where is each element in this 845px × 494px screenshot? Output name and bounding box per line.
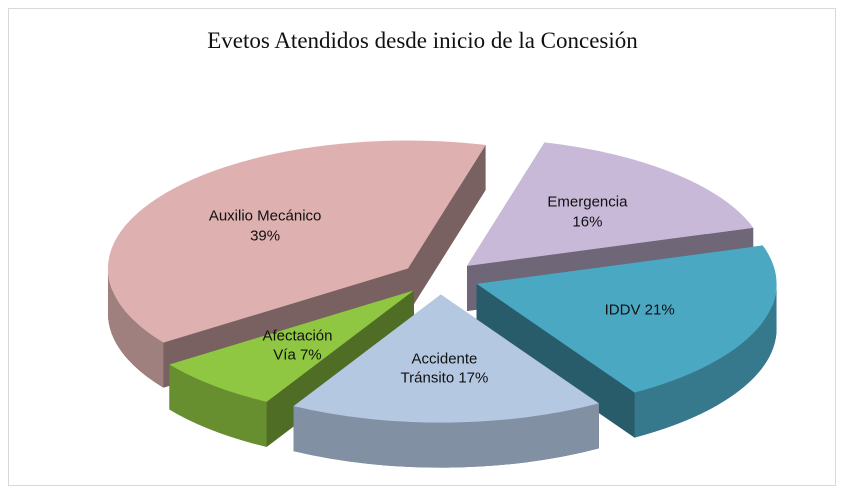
- category-label: Accidente Tránsito: [400, 350, 478, 387]
- slice-label: Emergencia 16%: [542, 193, 632, 232]
- slice-side: [107, 268, 164, 388]
- slice: [293, 294, 599, 468]
- chart-frame: [8, 8, 836, 486]
- slice-top: [107, 140, 486, 343]
- slice-top: [476, 245, 777, 393]
- value-label: 7%: [299, 346, 322, 364]
- category-label: IDDV: [604, 300, 641, 318]
- slice: [476, 245, 777, 438]
- category-label: Emergencia: [547, 193, 628, 211]
- slice-wall: [407, 144, 486, 314]
- value-label: 39%: [250, 227, 281, 245]
- value-label: 16%: [572, 213, 603, 231]
- slice-side: [293, 403, 599, 468]
- slice-wall: [476, 283, 635, 438]
- slice-top: [466, 142, 754, 266]
- slice-label: Afectación Vía 7%: [252, 326, 342, 365]
- slice-top: [169, 290, 414, 402]
- slice-top: [293, 294, 599, 423]
- value-label: 21%: [644, 300, 675, 318]
- category-label: Auxilio Mecánico: [208, 207, 322, 225]
- slice-side: [169, 364, 267, 447]
- slice-label: Accidente Tránsito 17%: [399, 349, 489, 388]
- slice-label: Auxilio Mecánico 39%: [200, 207, 330, 246]
- slice-label: IDDV 21%: [587, 300, 693, 320]
- slice-side: [634, 283, 777, 438]
- category-label: Afectación Vía: [262, 327, 333, 364]
- value-label: 17%: [458, 369, 489, 387]
- chart-title: Evetos Atendidos desde inicio de la Conc…: [207, 28, 638, 53]
